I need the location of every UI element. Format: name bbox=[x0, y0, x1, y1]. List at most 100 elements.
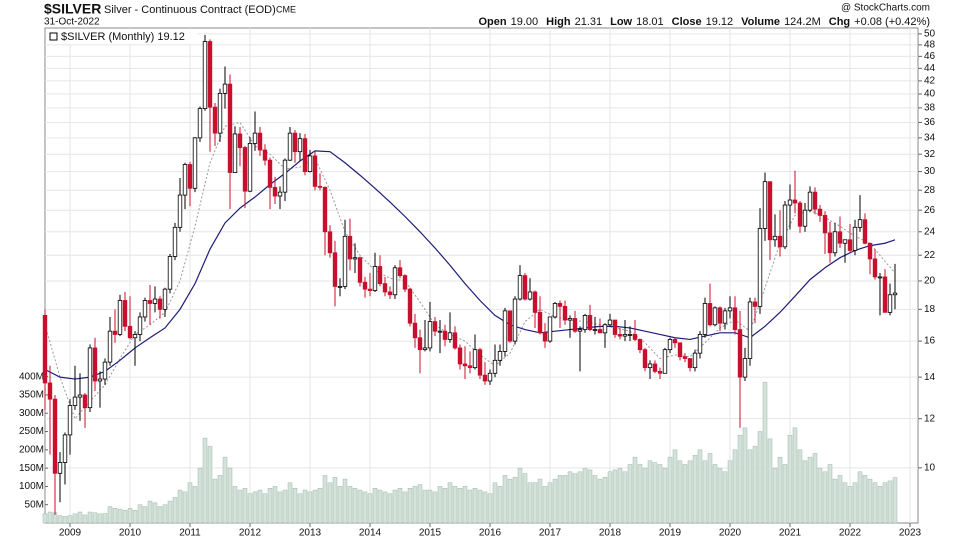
candle-body bbox=[42, 315, 48, 384]
volume-bar bbox=[377, 489, 383, 524]
volume-bar bbox=[212, 478, 218, 524]
candle-body bbox=[302, 138, 308, 173]
quote-value: 21.31 bbox=[575, 16, 603, 28]
candle-body bbox=[617, 334, 623, 337]
volume-bar bbox=[367, 493, 373, 524]
quote-value: +0.08 (+0.42%) bbox=[854, 16, 930, 28]
volume-bar bbox=[612, 469, 618, 524]
volume-bar bbox=[862, 475, 868, 524]
candle-body bbox=[182, 164, 188, 196]
volume-bar bbox=[797, 449, 803, 524]
volume-bar bbox=[542, 486, 548, 524]
y-tick-label: 36 bbox=[924, 117, 936, 128]
candle-body bbox=[152, 298, 158, 304]
candle-body bbox=[442, 330, 448, 340]
candle-body bbox=[87, 347, 93, 409]
x-tick-label: 2009 bbox=[59, 528, 82, 539]
candle-body bbox=[352, 257, 358, 260]
candle-body bbox=[872, 258, 878, 278]
exchange: CME bbox=[276, 4, 296, 14]
candle-body bbox=[432, 321, 438, 332]
candle-body bbox=[767, 181, 773, 241]
candle-body bbox=[822, 215, 828, 234]
volume-bar bbox=[772, 467, 778, 524]
candle-body bbox=[692, 352, 698, 369]
volume-bar bbox=[732, 449, 738, 524]
x-tick-label: 2016 bbox=[479, 528, 502, 539]
candle-body bbox=[507, 310, 513, 342]
volume-bar bbox=[117, 508, 123, 524]
legend-text: $SILVER (Monthly) 19.12 bbox=[61, 31, 185, 43]
volume-bar bbox=[342, 478, 348, 524]
candle-body bbox=[637, 339, 643, 351]
quote-value: 19.12 bbox=[706, 16, 734, 28]
quote-value: 124.2M bbox=[784, 16, 821, 28]
volume-bar bbox=[562, 475, 568, 524]
volume-bar bbox=[387, 493, 393, 524]
candle-body bbox=[317, 185, 323, 188]
volume-bar bbox=[872, 482, 878, 524]
candle-body bbox=[652, 363, 658, 372]
candle-body bbox=[67, 405, 73, 436]
candle-body bbox=[502, 310, 508, 352]
candle-body bbox=[607, 319, 613, 326]
volume-bar bbox=[187, 482, 193, 524]
volume-bar bbox=[82, 514, 88, 524]
candle-body bbox=[127, 325, 133, 339]
volume-bar bbox=[452, 486, 458, 524]
volume-bar bbox=[672, 449, 678, 524]
candle-body bbox=[212, 106, 218, 134]
x-tick-label: 2011 bbox=[179, 528, 201, 539]
quote-line: Open 19.00 High 21.31 Low 18.01 Close 19.12 Volu… bbox=[478, 16, 930, 28]
candle-body bbox=[477, 349, 483, 376]
candle-body bbox=[877, 276, 883, 279]
candle-body bbox=[842, 239, 848, 244]
volume-bar bbox=[457, 487, 463, 524]
y-tick-label: 16 bbox=[924, 336, 936, 347]
candle-body bbox=[742, 358, 748, 378]
volume-bar bbox=[142, 506, 148, 524]
volume-bar bbox=[712, 464, 718, 524]
candle-body bbox=[677, 342, 683, 358]
y-tick-label: 22 bbox=[924, 250, 936, 261]
x-tick-label: 2018 bbox=[599, 528, 622, 539]
volume-bar bbox=[602, 477, 608, 524]
candle-body bbox=[252, 132, 258, 144]
volume-bar bbox=[307, 491, 313, 524]
volume-bar bbox=[402, 491, 408, 524]
volume-bar bbox=[207, 445, 213, 524]
date: 31-Oct-2022 bbox=[44, 17, 100, 28]
candle-body bbox=[632, 334, 638, 340]
candle-body bbox=[372, 266, 378, 291]
candle-body bbox=[172, 226, 178, 257]
candle-body bbox=[247, 143, 253, 192]
volume-bar bbox=[417, 484, 423, 524]
candle-body bbox=[297, 138, 303, 153]
volume-bar bbox=[757, 431, 763, 524]
candle-body bbox=[537, 311, 543, 334]
candle-body bbox=[892, 292, 898, 296]
volume-bar bbox=[727, 460, 733, 524]
candle-body bbox=[817, 208, 823, 216]
quote-label: Volume bbox=[741, 16, 780, 28]
quote-label: High bbox=[546, 16, 571, 28]
candle-body bbox=[82, 394, 88, 409]
candle-body bbox=[237, 133, 243, 148]
volume-bar bbox=[167, 500, 173, 524]
y-tick-label: 12 bbox=[924, 413, 936, 424]
candle-body bbox=[662, 349, 668, 374]
volume-bar bbox=[767, 438, 773, 524]
candle-body bbox=[342, 235, 348, 287]
volume-bar bbox=[517, 467, 523, 524]
volume-bar bbox=[292, 487, 298, 524]
quote-value: 18.01 bbox=[636, 16, 664, 28]
volume-bar bbox=[497, 486, 503, 524]
volume-bar bbox=[152, 502, 158, 524]
candle-body bbox=[222, 83, 228, 94]
volume-bar bbox=[277, 491, 283, 524]
volume-bar bbox=[607, 471, 613, 524]
volume-bar bbox=[807, 456, 813, 524]
candle-body bbox=[467, 365, 473, 369]
x-tick-label: 2014 bbox=[359, 528, 382, 539]
volume-bar bbox=[492, 482, 498, 524]
